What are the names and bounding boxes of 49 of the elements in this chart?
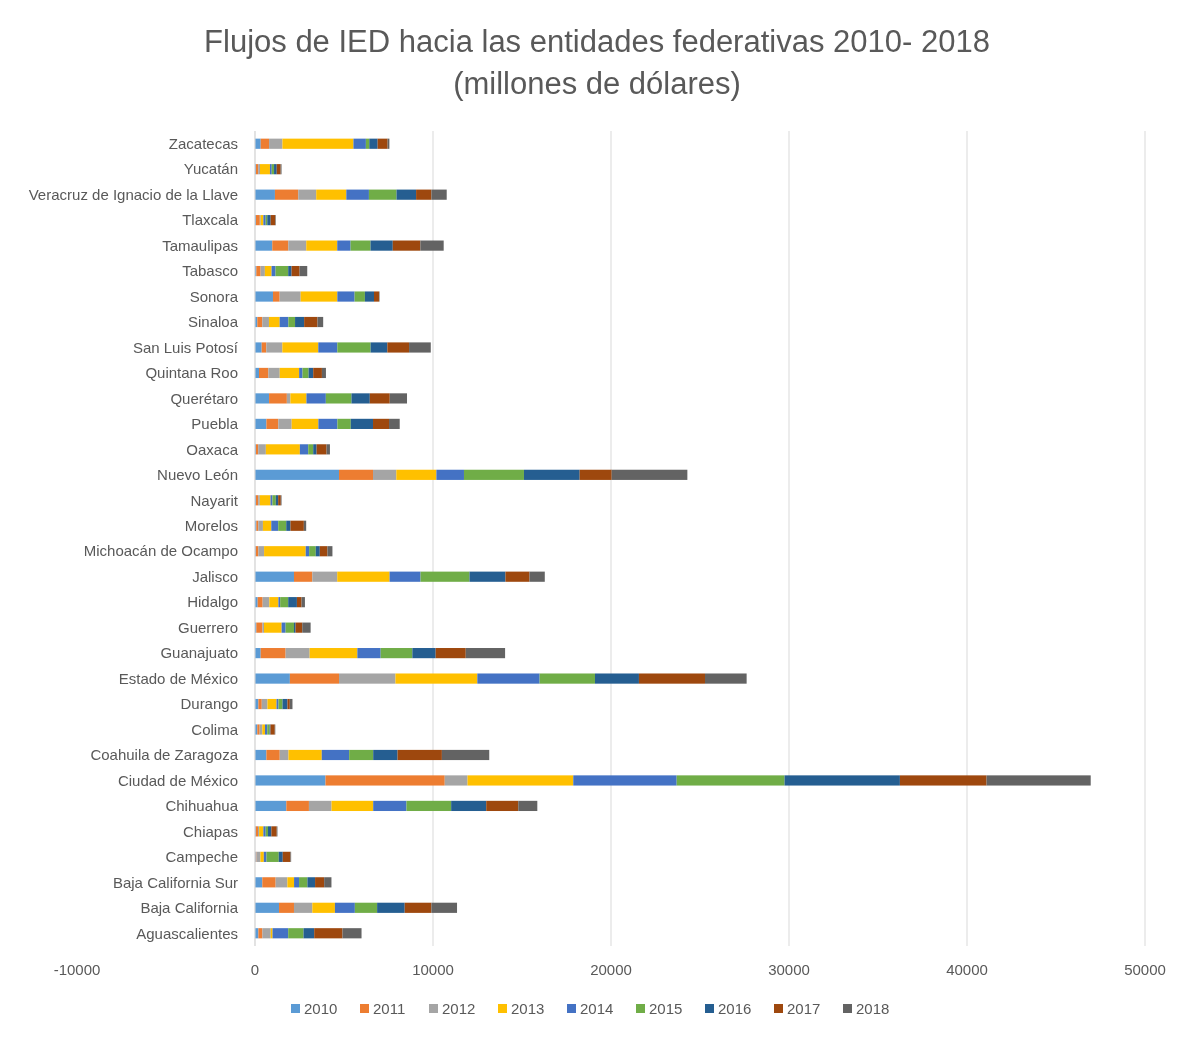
- x-tick-label: 40000: [946, 961, 988, 978]
- legend-label: 2017: [787, 1000, 821, 1017]
- y-tick-label: Ciudad de México: [117, 771, 238, 789]
- x-tick-label: 30000: [768, 961, 810, 978]
- x-tick-label: 10000: [412, 961, 454, 978]
- y-tick-label: Tamaulipas: [162, 236, 238, 254]
- y-tick-label: Oaxaca: [186, 440, 239, 458]
- y-tick-label: Puebla: [191, 415, 239, 433]
- legend-label: 2015: [649, 1000, 683, 1017]
- y-tick-label: San Luis Potosí: [132, 338, 239, 356]
- y-tick-label: Guanajuato: [160, 644, 238, 662]
- legend-label: 2010: [304, 1000, 338, 1017]
- y-tick-label: Quintana Roo: [145, 364, 238, 382]
- y-tick-label: Sonora: [189, 287, 239, 305]
- y-tick-label: Chihuahua: [165, 797, 239, 815]
- y-tick-label: Querétaro: [170, 389, 238, 407]
- y-tick-label: Baja California Sur: [112, 873, 238, 891]
- y-tick-label: Durango: [180, 695, 238, 713]
- y-tick-label: Sinaloa: [187, 313, 239, 331]
- y-tick-label: Zacatecas: [168, 134, 238, 152]
- y-tick-label: Coahuila de Zaragoza: [90, 746, 239, 764]
- legend-label: 2012: [442, 1000, 476, 1017]
- legend-label: 2018: [856, 1000, 890, 1017]
- chart-title: Flujos de IED hacia las entidades federativas 2010- 2018 (millones de dólares): [204, 24, 990, 101]
- legend-label: 2013: [511, 1000, 545, 1017]
- x-tick-label: -10000: [53, 961, 101, 978]
- legend-label: 2014: [580, 1000, 614, 1017]
- legend-label: 2011: [373, 1000, 406, 1017]
- y-tick-label: Nuevo León: [157, 466, 238, 484]
- y-tick-label: Colima: [191, 720, 239, 738]
- y-tick-label: Estado de México: [118, 669, 238, 687]
- y-tick-label: Veracruz de Ignacio de la Llave: [28, 185, 238, 203]
- x-tick-label: 50000: [1124, 961, 1166, 978]
- y-tick-label: Jalisco: [192, 567, 238, 585]
- y-tick-label: Tlaxcala: [182, 211, 239, 229]
- y-tick-label: Chiapas: [182, 822, 238, 840]
- y-tick-label: Nayarit: [190, 491, 239, 509]
- legend-label: 2016: [718, 1000, 752, 1017]
- y-tick-label: Yucatán: [183, 160, 238, 178]
- y-tick-label: Campeche: [165, 848, 238, 866]
- y-tick-label: Baja California: [140, 899, 239, 917]
- y-tick-label: Aguascalientes: [136, 924, 238, 942]
- y-tick-label: Hidalgo: [187, 593, 238, 611]
- y-tick-label: Michoacán de Ocampo: [83, 542, 238, 560]
- x-tick-label: 20000: [590, 961, 632, 978]
- y-tick-label: Tabasco: [182, 262, 238, 280]
- x-tick-label: 0: [250, 961, 260, 978]
- y-tick-label: Morelos: [184, 517, 238, 535]
- y-tick-label: Guerrero: [177, 618, 238, 636]
